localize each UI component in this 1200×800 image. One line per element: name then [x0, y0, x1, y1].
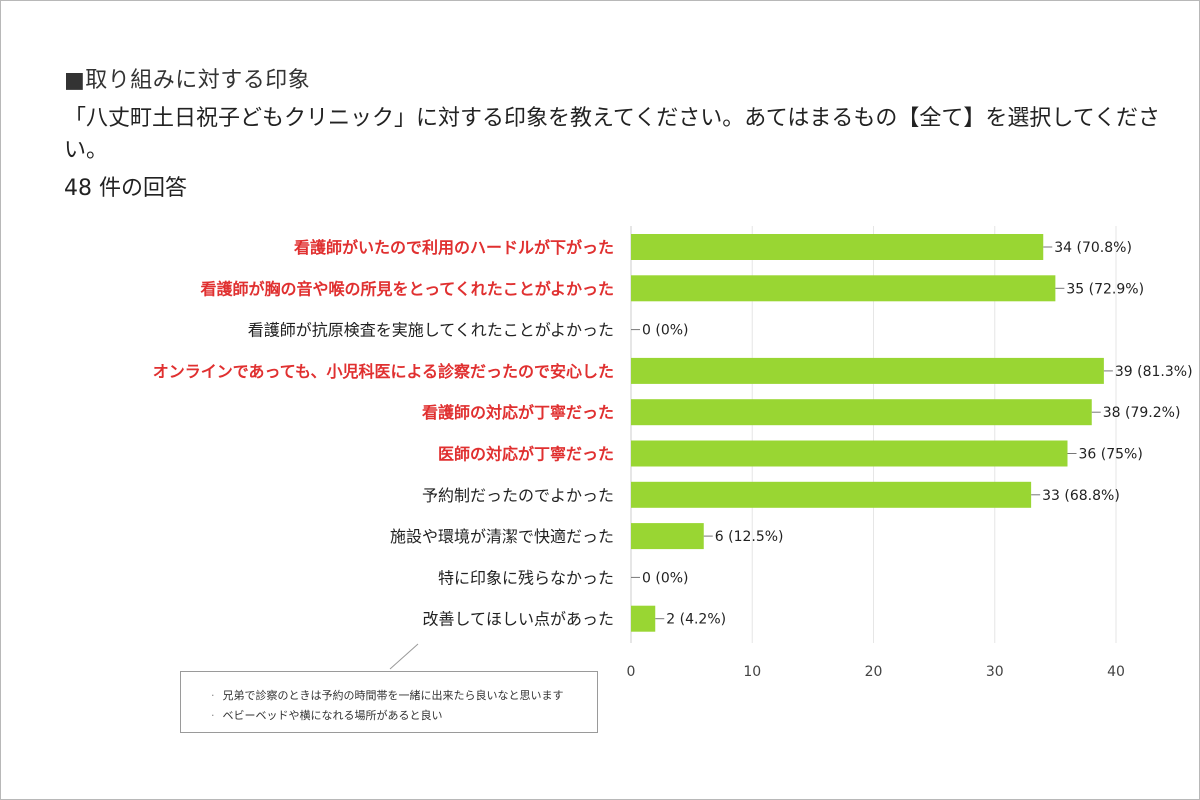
x-tick-label: 20 — [865, 664, 883, 680]
category-label: 特に印象に残らなかった — [438, 568, 614, 587]
comment-connector-line — [389, 643, 419, 670]
question-text: 「八丈町土日祝子どもクリニック」に対する印象を教えてください。あてはまるもの【全… — [64, 106, 1161, 163]
value-label: 2 (4.2%) — [666, 612, 726, 628]
section-title: ■取り組みに対する印象 — [64, 68, 311, 93]
comment-text: 兄弟で診察のときは予約の時間帯を一緒に出来たら良いなと思います — [222, 689, 564, 702]
bar — [631, 440, 1068, 467]
value-label: 0 (0%) — [642, 570, 689, 586]
value-label: 35 (72.9%) — [1066, 281, 1144, 297]
value-label: 34 (70.8%) — [1054, 240, 1132, 256]
category-label: 予約制だったのでよかった — [422, 486, 614, 505]
bar — [631, 357, 1104, 384]
x-tick-label: 30 — [986, 664, 1004, 680]
bar — [631, 234, 1044, 260]
value-label: 0 (0%) — [642, 323, 689, 339]
category-label: 看護師がいたので利用のハードルが下がった — [293, 238, 614, 257]
category-label: 医師の対応が丁寧だった — [438, 445, 614, 464]
bar — [631, 275, 1056, 302]
x-tick-label: 10 — [743, 664, 761, 680]
value-label: 33 (68.8%) — [1042, 488, 1120, 504]
category-label: 看護師が胸の音や喉の所見をとってくれたことがよかった — [200, 279, 614, 298]
category-label: 改善してほしい点があった — [422, 610, 614, 629]
bar — [631, 605, 656, 632]
bar — [631, 523, 704, 550]
category-label: 看護師の対応が丁寧だった — [421, 403, 614, 422]
category-label: 施設や環境が清潔で快適だった — [390, 527, 614, 546]
bullet-icon: · — [211, 709, 215, 722]
bullet-icon: · — [211, 689, 215, 702]
x-tick-label: 40 — [1107, 664, 1125, 680]
value-label: 6 (12.5%) — [715, 529, 784, 545]
category-label: 看護師が抗原検査を実施してくれたことがよかった — [248, 321, 614, 340]
value-label: 36 (75%) — [1079, 447, 1143, 463]
value-label: 38 (79.2%) — [1103, 405, 1181, 421]
comment-box: · 兄弟で診察のときは予約の時間帯を一緒に出来たら良いなと思います · ベビーベッド… — [180, 671, 598, 733]
bar — [631, 481, 1032, 508]
value-label: 39 (81.3%) — [1115, 364, 1193, 380]
comment-item: · 兄弟で診察のときは予約の時間帯を一緒に出来たら良いなと思います — [211, 686, 597, 706]
response-count: 48 件の回答 — [64, 176, 187, 201]
x-tick-label: 0 — [627, 664, 636, 680]
comment-text: ベビーベッドや横になれる場所があると良い — [222, 709, 443, 722]
category-label: オンラインであっても、小児科医による診察だったので安心した — [153, 362, 614, 381]
bar — [631, 399, 1092, 426]
comment-item: · ベビーベッドや横になれる場所があると良い — [211, 706, 597, 726]
